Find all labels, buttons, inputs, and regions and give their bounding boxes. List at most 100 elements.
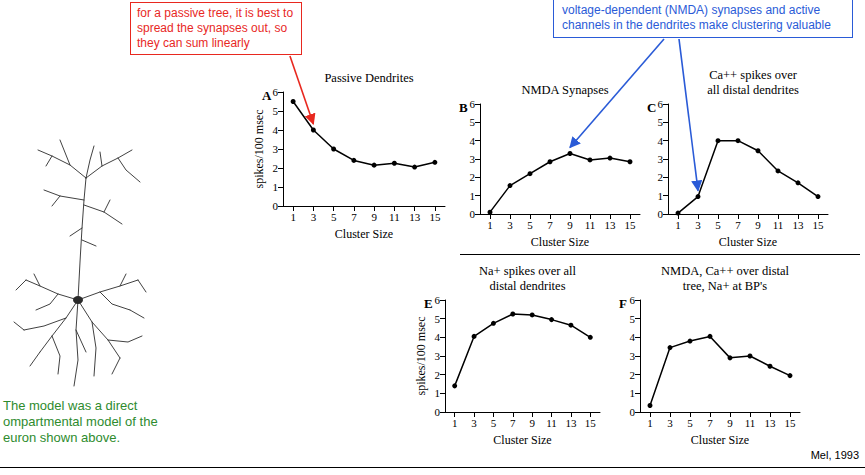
svg-text:1: 1 [658,190,664,202]
svg-text:9: 9 [567,219,573,231]
svg-text:4: 4 [470,135,476,147]
svg-text:6: 6 [630,294,636,306]
svg-text:5: 5 [527,219,533,231]
svg-text:15: 15 [785,417,797,429]
svg-text:6: 6 [658,98,664,110]
svg-text:13: 13 [765,417,777,429]
svg-text:13: 13 [565,417,577,429]
svg-text:5: 5 [273,105,279,117]
svg-text:1: 1 [290,211,296,223]
svg-text:0: 0 [435,406,441,418]
svg-text:2: 2 [470,171,476,183]
svg-text:15: 15 [429,211,441,223]
svg-text:B: B [459,100,468,115]
svg-text:3: 3 [507,219,513,231]
svg-text:5: 5 [687,417,693,429]
svg-text:3: 3 [311,211,317,223]
svg-text:3: 3 [471,417,477,429]
svg-text:spikes/100 msec: spikes/100 msec [252,110,266,189]
svg-text:11: 11 [745,417,756,429]
svg-text:3: 3 [658,153,664,165]
svg-text:13: 13 [605,219,617,231]
svg-text:NMDA Synapses: NMDA Synapses [521,83,608,97]
svg-text:7: 7 [735,219,741,231]
svg-text:5: 5 [435,313,441,325]
svg-text:7: 7 [547,219,553,231]
svg-text:E: E [424,296,433,311]
svg-text:11: 11 [773,219,784,231]
svg-text:0: 0 [273,200,279,212]
html-text:for a passive tree, it is best: for a passive tree, it is best to spread… [137,6,294,50]
svg-text:4: 4 [658,135,664,147]
svg-text:9: 9 [371,211,377,223]
svg-text:3: 3 [470,153,476,165]
svg-text:5: 5 [630,313,636,325]
html-text:ompartmental model of the: ompartmental model of the [3,414,158,429]
svg-text:5: 5 [470,116,476,128]
svg-text:6: 6 [435,294,441,306]
svg-text:3: 3 [667,417,673,429]
svg-text:1: 1 [470,190,476,202]
svg-text:Cluster Size: Cluster Size [719,235,777,249]
svg-text:0: 0 [658,208,664,220]
svg-text:Cluster Size: Cluster Size [335,227,393,241]
svg-text:11: 11 [546,417,557,429]
svg-text:tree, Na+ at BP's: tree, Na+ at BP's [683,279,767,293]
svg-text:2: 2 [630,369,636,381]
svg-text:NMDA, Ca++ over distal: NMDA, Ca++ over distal [661,264,789,278]
svg-text:Ca++ spikes over: Ca++ spikes over [709,68,798,82]
svg-text:15: 15 [625,219,637,231]
svg-text:9: 9 [727,417,733,429]
svg-text:11: 11 [585,219,596,231]
svg-text:Passive Dendrites: Passive Dendrites [324,71,413,85]
svg-text:1: 1 [273,181,279,193]
html-text:voltage-dependent (NMDA) synap: voltage-dependent (NMDA) synapses and ac… [562,3,831,32]
svg-text:6: 6 [273,86,279,98]
svg-text:Na+ spikes over all: Na+ spikes over all [479,264,576,278]
html-text:The model was a direct: The model was a direct [3,398,138,413]
svg-text:distal dendrites: distal dendrites [489,279,565,293]
svg-text:9: 9 [755,219,761,231]
svg-text:3: 3 [695,219,701,231]
svg-text:9: 9 [529,417,535,429]
svg-text:7: 7 [510,417,516,429]
svg-text:13: 13 [409,211,421,223]
svg-text:2: 2 [435,369,441,381]
svg-text:0: 0 [470,208,476,220]
svg-text:Cluster Size: Cluster Size [531,235,589,249]
svg-text:1: 1 [487,219,493,231]
svg-text:F: F [619,296,627,311]
svg-text:all distal dendrites: all distal dendrites [707,83,799,97]
svg-text:11: 11 [389,211,400,223]
svg-text:4: 4 [273,124,279,136]
svg-text:5: 5 [658,116,664,128]
svg-text:1: 1 [630,387,636,399]
svg-text:5: 5 [491,417,497,429]
svg-text:1: 1 [435,387,441,399]
svg-text:spikes/100 msec: spikes/100 msec [414,317,428,396]
svg-text:6: 6 [470,98,476,110]
svg-text:4: 4 [630,331,636,343]
svg-text:3: 3 [630,350,636,362]
svg-text:15: 15 [585,417,597,429]
svg-text:15: 15 [813,219,825,231]
svg-text:1: 1 [675,219,681,231]
svg-text:4: 4 [435,331,441,343]
svg-text:2: 2 [658,171,664,183]
svg-text:5: 5 [331,211,337,223]
svg-text:Cluster Size: Cluster Size [493,433,551,447]
svg-text:7: 7 [707,417,713,429]
svg-text:0: 0 [630,406,636,418]
html-text:euron shown above.: euron shown above. [3,430,121,445]
svg-text:5: 5 [715,219,721,231]
svg-text:7: 7 [351,211,357,223]
svg-text:C: C [647,100,656,115]
svg-text:A: A [262,88,272,103]
svg-text:3: 3 [273,143,279,155]
svg-text:3: 3 [435,350,441,362]
svg-text:2: 2 [273,162,279,174]
svg-text:13: 13 [793,219,805,231]
svg-text:Cluster Size: Cluster Size [691,433,749,447]
svg-text:1: 1 [452,417,458,429]
svg-text:1: 1 [647,417,653,429]
